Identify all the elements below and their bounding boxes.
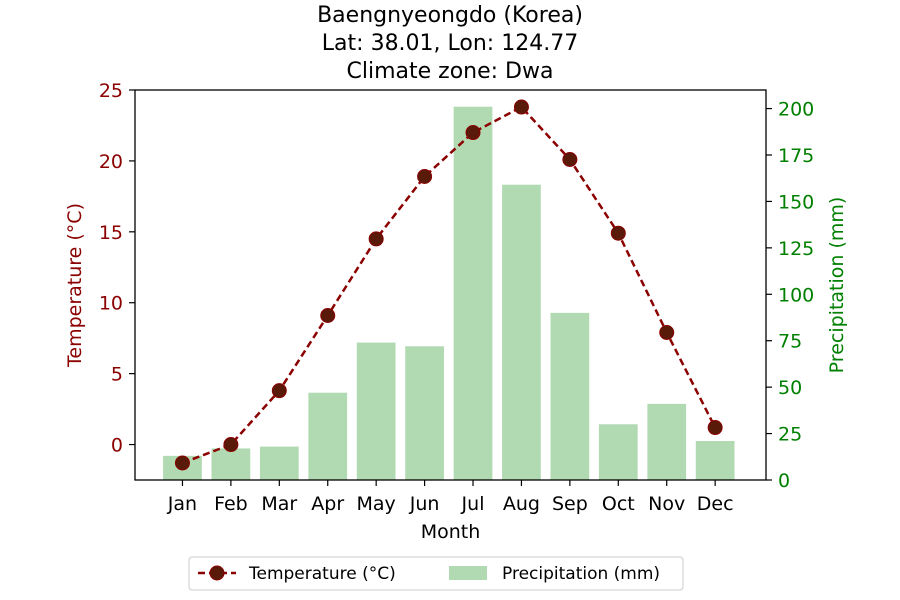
temperature-point [368, 231, 384, 247]
temperature-line-path [182, 105, 717, 465]
left-tick-label: 5 [111, 364, 123, 386]
x-tick-label: Sep [552, 493, 588, 515]
right-tick-label: 0 [778, 470, 790, 492]
precipitation-bars [163, 106, 735, 480]
right-tick-label: 175 [778, 145, 814, 167]
left-tick-label: 20 [99, 151, 123, 173]
right-tick-label: 100 [778, 284, 814, 306]
x-tick-label: Jan [167, 493, 197, 515]
x-tick-label: Aug [503, 493, 540, 515]
x-tick-label: Nov [648, 493, 685, 515]
precipitation-bar [695, 441, 735, 480]
right-tick-label: 150 [778, 191, 814, 213]
temperature-point [465, 125, 481, 141]
left-tick-label: 0 [111, 435, 123, 457]
right-y-axis-label: Precipitation (mm) [826, 197, 848, 374]
right-axis-ticks: 0 25 50 75 100 125 150 175 200 [766, 99, 814, 492]
left-tick-label: 15 [99, 222, 123, 244]
chart-title-line: Lat: 38.01, Lon: 124.77 [322, 31, 578, 56]
temperature-point [223, 437, 239, 453]
temperature-point [320, 307, 336, 323]
right-tick-label: 50 [778, 377, 802, 399]
legend-precipitation-swatch [449, 566, 487, 580]
temperature-point [271, 383, 287, 399]
legend-temperature-marker [209, 565, 225, 581]
left-tick-label: 10 [99, 293, 123, 315]
temperature-line [174, 99, 723, 471]
x-tick-label: Jul [461, 493, 485, 515]
precipitation-bar [211, 448, 251, 480]
x-axis-label: Month [421, 521, 481, 543]
precipitation-bar [308, 392, 348, 480]
x-tick-label: Feb [214, 493, 248, 515]
chart-title: Baengnyeongdo (Korea) Lat: 38.01, Lon: 12… [317, 3, 583, 84]
x-tick-label: Mar [261, 493, 297, 515]
precipitation-bar [502, 184, 541, 480]
precipitation-bar [405, 346, 444, 480]
temperature-point [707, 420, 723, 436]
precipitation-bar [356, 342, 396, 480]
x-tick-label: May [357, 493, 396, 515]
left-y-axis-label: Temperature (°C) [64, 203, 86, 368]
chart-title-line: Climate zone: Dwa [347, 59, 554, 84]
right-tick-label: 25 [778, 424, 802, 446]
x-tick-label: Apr [311, 493, 344, 515]
chart-title-line: Baengnyeongdo (Korea) [317, 3, 583, 28]
legend-box [188, 556, 684, 591]
precipitation-bar [453, 106, 493, 480]
temperature-point [417, 169, 433, 185]
right-tick-label: 200 [778, 99, 814, 121]
plot-frame [134, 89, 767, 481]
right-tick-label: 125 [778, 238, 814, 260]
temperature-point [513, 99, 529, 115]
temperature-point [562, 151, 578, 167]
right-tick-label: 75 [778, 331, 802, 353]
x-tick-label: Oct [602, 493, 635, 515]
temperature-point [659, 325, 675, 341]
x-tick-label: Dec [697, 493, 734, 515]
precipitation-bar [259, 446, 299, 480]
precipitation-bar [598, 424, 638, 480]
temperature-point [174, 455, 190, 471]
x-axis-ticks: Jan Feb Mar Apr May Jun Jul Aug Sep Oct Nov Dec [167, 480, 734, 515]
precipitation-bar [550, 312, 590, 480]
left-axis-ticks: 0 5 10 15 20 25 [99, 80, 135, 457]
legend-precipitation-label: Precipitation (mm) [502, 564, 660, 584]
left-tick-label: 25 [99, 80, 123, 102]
temperature-point [610, 225, 626, 241]
legend: Temperature (°C) Precipitation (mm) [188, 556, 684, 591]
x-tick-label: Jun [409, 493, 440, 515]
legend-temperature-label: Temperature (°C) [248, 564, 396, 584]
precipitation-bar [647, 403, 687, 480]
